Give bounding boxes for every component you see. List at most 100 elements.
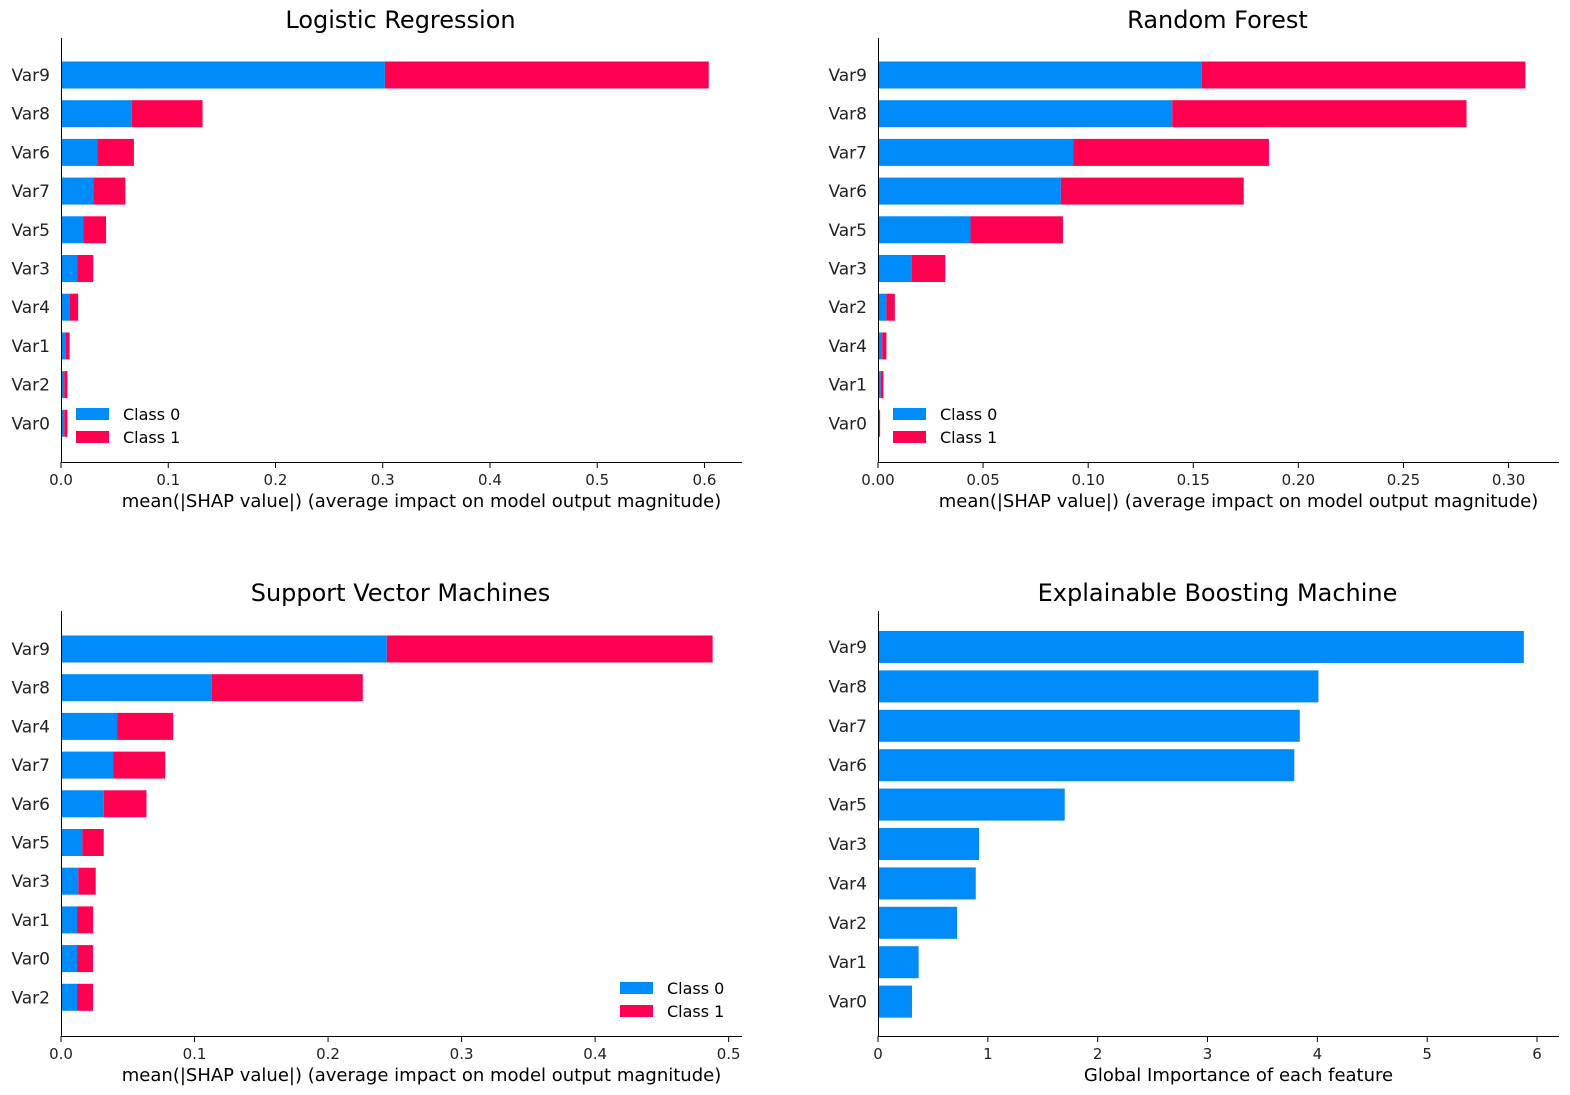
bar-var0-class-1 bbox=[64, 409, 68, 437]
bar-var5-class-0 bbox=[878, 216, 971, 244]
chart-title: Random Forest bbox=[1127, 6, 1308, 34]
chart-title: Support Vector Machines bbox=[251, 579, 551, 607]
bar-var6-class-1 bbox=[97, 138, 134, 166]
legend-swatch-class-0 bbox=[620, 982, 653, 994]
legend-label: Class 1 bbox=[940, 428, 997, 447]
bar-var2-class-0 bbox=[878, 293, 887, 321]
legend-label: Class 0 bbox=[667, 979, 724, 998]
legend-label: Class 0 bbox=[123, 405, 180, 424]
x-tick-label: 5 bbox=[1422, 1045, 1432, 1063]
bar-var9-class-1 bbox=[1201, 61, 1526, 89]
bar-var1 bbox=[878, 946, 919, 979]
category-label: Var4 bbox=[11, 717, 50, 737]
bar-var4-class-0 bbox=[61, 712, 118, 740]
bar-var1-class-0 bbox=[878, 371, 881, 399]
bar-var1-class-1 bbox=[65, 332, 70, 360]
category-label: Var3 bbox=[11, 260, 50, 280]
bar-var4 bbox=[878, 867, 976, 900]
bar-var3-class-0 bbox=[878, 255, 912, 282]
legend: Class 0 Class 1 bbox=[76, 405, 180, 447]
bar-var7-class-1 bbox=[113, 751, 166, 779]
legend: Class 0 Class 1 bbox=[620, 979, 724, 1021]
bar-var4-class-1 bbox=[69, 293, 79, 321]
x-tick-label: 4 bbox=[1313, 1045, 1323, 1063]
bar-var7-class-0 bbox=[878, 138, 1074, 166]
legend-swatch-class-0 bbox=[76, 408, 109, 420]
x-axis-label: mean(|SHAP value|) (average impact on mo… bbox=[122, 1065, 721, 1086]
bar-var7-class-1 bbox=[93, 177, 126, 205]
bar-var5-class-1 bbox=[83, 216, 107, 244]
category-label: Var7 bbox=[828, 717, 867, 737]
x-tick-label: 0.6 bbox=[693, 471, 717, 489]
chart-title: Logistic Regression bbox=[285, 6, 515, 34]
x-tick-label: 3 bbox=[1203, 1045, 1213, 1063]
chart-panel-4: Explainable Boosting Machine Var9 Var8 Var7… bbox=[828, 579, 1559, 1086]
x-tick-label: 0.30 bbox=[1492, 471, 1525, 489]
x-tick-label: 0.00 bbox=[861, 471, 894, 489]
category-label: Var2 bbox=[828, 914, 867, 934]
bar-var5-class-1 bbox=[82, 829, 104, 856]
x-tick-label: 0.5 bbox=[585, 471, 609, 489]
bar-var0-class-1 bbox=[879, 409, 881, 437]
category-label: Var0 bbox=[11, 950, 50, 970]
category-label: Var4 bbox=[828, 337, 867, 357]
category-label: Var0 bbox=[11, 414, 50, 434]
legend: Class 0 Class 1 bbox=[893, 405, 997, 447]
bar-var8 bbox=[878, 670, 1319, 703]
bar-var4-class-0 bbox=[878, 332, 883, 360]
bar-var8-class-1 bbox=[1172, 100, 1467, 128]
bar-var7-class-0 bbox=[61, 751, 114, 779]
x-tick-label: 0.2 bbox=[316, 1045, 340, 1063]
bar-var1-class-0 bbox=[61, 332, 66, 360]
x-tick-label: 0 bbox=[873, 1045, 883, 1063]
chart-panel-3: Support Vector Machines Var9 Var8 Var4 Var7 V… bbox=[11, 579, 742, 1086]
x-tick-label: 0.2 bbox=[264, 471, 288, 489]
category-label: Var7 bbox=[11, 182, 50, 202]
category-label: Var3 bbox=[828, 260, 867, 280]
legend-swatch-class-1 bbox=[620, 1005, 653, 1017]
category-label: Var4 bbox=[11, 298, 50, 318]
bar-var9-class-1 bbox=[386, 635, 713, 663]
category-label: Var6 bbox=[11, 143, 50, 163]
category-label: Var9 bbox=[828, 66, 867, 86]
bar-var1-class-0 bbox=[61, 906, 78, 934]
bar-var8-class-1 bbox=[131, 100, 203, 128]
x-axis-label: mean(|SHAP value|) (average impact on mo… bbox=[122, 491, 721, 512]
bar-var7 bbox=[878, 709, 1300, 742]
category-label: Var5 bbox=[11, 834, 50, 854]
category-label: Var3 bbox=[828, 835, 867, 855]
legend-swatch-class-1 bbox=[76, 431, 109, 443]
bar-var3-class-1 bbox=[78, 867, 96, 895]
category-label: Var0 bbox=[828, 414, 867, 434]
x-tick-label: 0.5 bbox=[717, 1045, 741, 1063]
bar-var9-class-0 bbox=[61, 635, 387, 663]
category-label: Var8 bbox=[11, 105, 50, 125]
bar-var9-class-1 bbox=[384, 61, 709, 89]
x-tick-label: 0.3 bbox=[450, 1045, 474, 1063]
x-tick-label: 0.1 bbox=[156, 471, 180, 489]
category-label: Var1 bbox=[11, 911, 50, 931]
x-tick-label: 0.3 bbox=[371, 471, 395, 489]
bar-var2-class-1 bbox=[886, 293, 895, 321]
chart-panel-1: Logistic Regression Var9 Var8 Var6 Var7 Var5 V… bbox=[11, 6, 742, 512]
bar-var1-class-1 bbox=[880, 371, 884, 399]
x-tick-label: 0.10 bbox=[1071, 471, 1104, 489]
category-label: Var8 bbox=[828, 677, 867, 697]
category-label: Var3 bbox=[11, 872, 50, 892]
bar-var3 bbox=[878, 828, 980, 860]
category-label: Var1 bbox=[11, 337, 50, 357]
bar-var7-class-1 bbox=[1073, 138, 1269, 166]
x-axis-label: mean(|SHAP value|) (average impact on mo… bbox=[939, 491, 1538, 512]
bar-var5-class-0 bbox=[61, 829, 83, 856]
bar-var0-class-0 bbox=[61, 945, 78, 973]
bar-var7-class-0 bbox=[61, 177, 94, 205]
bar-var0-class-1 bbox=[77, 945, 94, 973]
legend-swatch-class-0 bbox=[893, 408, 926, 420]
bar-var3-class-0 bbox=[61, 255, 78, 282]
x-tick-label: 0.20 bbox=[1282, 471, 1315, 489]
category-label: Var9 bbox=[828, 638, 867, 658]
bar-var2-class-0 bbox=[61, 983, 78, 1011]
bar-var2 bbox=[878, 906, 958, 939]
bar-var6 bbox=[878, 749, 1295, 782]
